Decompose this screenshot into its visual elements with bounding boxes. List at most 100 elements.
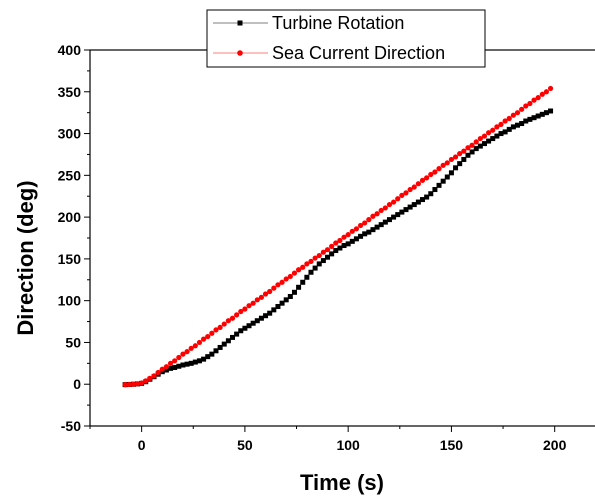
data-point (547, 85, 554, 92)
data-point (201, 356, 207, 362)
data-point (486, 138, 492, 144)
data-point (453, 165, 459, 171)
y-tick-label: 50 (65, 334, 81, 350)
data-point (477, 135, 483, 142)
data-point (325, 254, 331, 260)
data-point (420, 197, 426, 203)
data-point (444, 174, 450, 180)
data-point (271, 285, 277, 291)
data-point (283, 276, 289, 282)
data-point (337, 245, 343, 251)
data-point (267, 288, 273, 295)
legend: Turbine Rotation Sea Current Direction (206, 9, 486, 68)
data-point (469, 142, 475, 148)
data-point (519, 121, 525, 127)
data-point (159, 366, 165, 372)
data-point (163, 367, 169, 373)
series-layer (122, 85, 554, 388)
x-tick-label: 200 (543, 437, 567, 453)
data-point (130, 381, 136, 387)
data-point (217, 324, 223, 331)
data-point (262, 291, 269, 297)
x-tick-label: 100 (336, 437, 360, 453)
data-point (143, 378, 149, 384)
data-point (465, 152, 471, 158)
data-point (246, 323, 252, 329)
data-point (151, 373, 157, 379)
data-point (196, 358, 202, 364)
data-point (324, 247, 331, 253)
data-point (419, 177, 426, 183)
data-point (481, 133, 488, 139)
data-point (320, 258, 326, 264)
data-point (250, 320, 256, 326)
data-point (428, 191, 434, 197)
x-axis-title: Time (s) (300, 470, 384, 495)
data-point (399, 209, 405, 215)
data-point (543, 110, 549, 116)
data-point (139, 380, 145, 386)
data-point (457, 151, 463, 157)
data-point (353, 226, 360, 232)
data-point (312, 255, 318, 261)
data-point (395, 212, 401, 218)
data-point (217, 344, 223, 350)
data-point (498, 121, 504, 127)
data-point (357, 222, 364, 229)
data-point (134, 381, 141, 387)
data-point (531, 115, 537, 121)
data-point (316, 261, 322, 267)
data-point (213, 348, 219, 354)
data-point (176, 363, 182, 369)
data-point (180, 351, 186, 357)
data-point (192, 359, 198, 365)
data-point (291, 289, 297, 295)
data-point (291, 270, 298, 276)
legend-marker-turbine-rotation (237, 20, 243, 26)
data-point (341, 234, 347, 240)
data-point (300, 279, 306, 285)
data-point (246, 303, 252, 309)
data-point (448, 156, 455, 163)
data-point (167, 360, 174, 366)
data-point (469, 149, 475, 155)
data-point (172, 365, 178, 371)
data-point (213, 327, 219, 333)
data-point (258, 294, 265, 300)
data-point (147, 375, 153, 381)
data-point (349, 238, 355, 244)
data-point (378, 222, 384, 228)
legend-box (206, 9, 486, 68)
data-point (234, 312, 240, 318)
data-point (188, 360, 194, 366)
data-point (192, 343, 198, 349)
data-point (275, 304, 281, 310)
legend-label-turbine-rotation: Turbine Rotation (272, 13, 404, 33)
data-point (527, 116, 533, 122)
data-point (527, 100, 533, 107)
data-point (407, 186, 413, 193)
data-point (163, 364, 170, 370)
data-point (295, 267, 302, 273)
data-point (465, 145, 471, 151)
data-point (279, 279, 285, 285)
data-point (279, 300, 285, 306)
data-point (523, 103, 529, 109)
data-point (424, 194, 430, 200)
x-tick-label: 50 (237, 437, 253, 453)
data-point (312, 265, 318, 271)
data-point (440, 162, 446, 168)
data-point (188, 345, 194, 351)
data-point (230, 334, 236, 340)
data-point (473, 146, 479, 152)
data-point (403, 190, 409, 196)
data-point (283, 297, 289, 303)
data-point (448, 170, 454, 176)
series-sea-current-direction (122, 85, 554, 388)
data-point (168, 365, 174, 371)
data-point (477, 143, 483, 149)
data-point (366, 229, 372, 235)
data-point (515, 122, 521, 128)
data-point (382, 205, 388, 211)
data-point (548, 108, 554, 114)
